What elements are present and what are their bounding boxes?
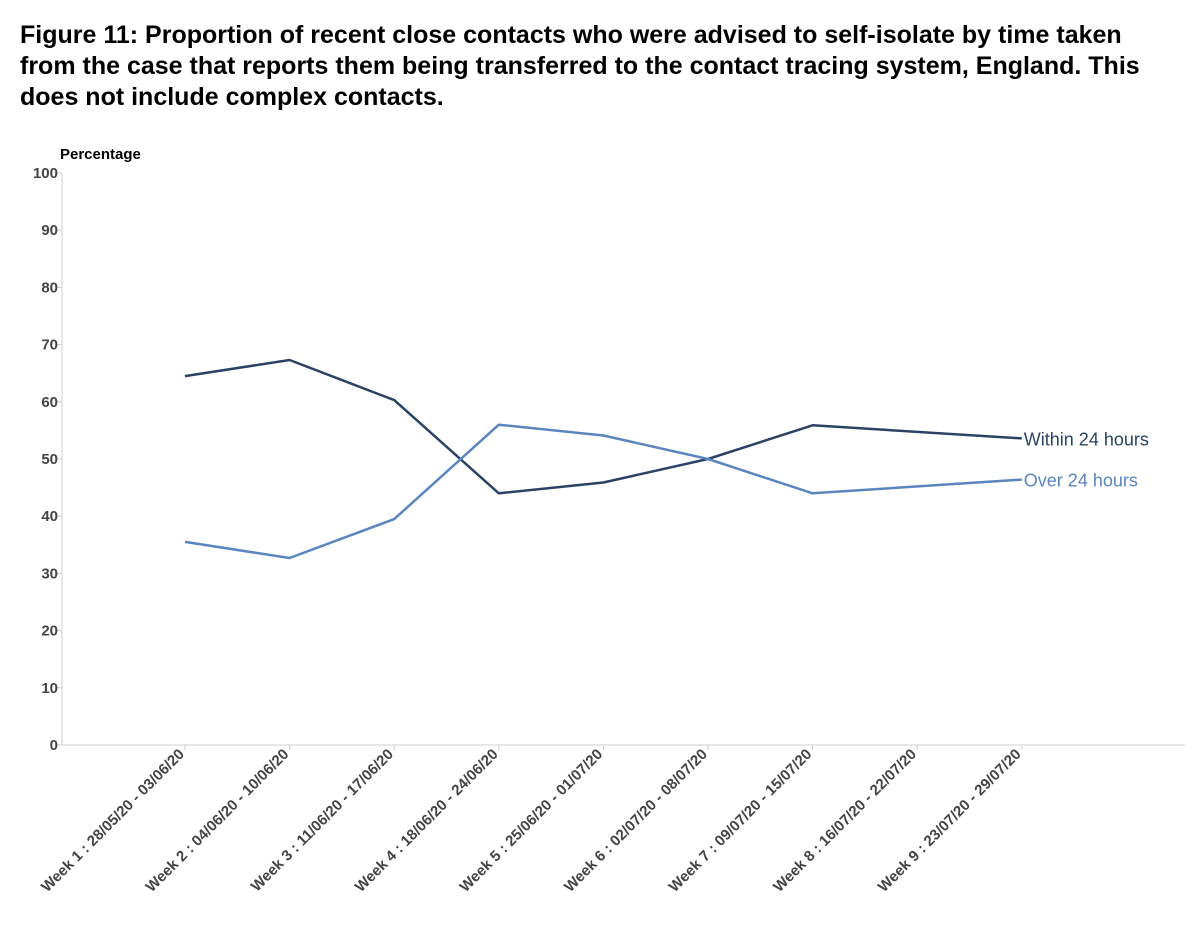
y-tick-label: 50 bbox=[41, 451, 58, 468]
y-tick-label: 30 bbox=[41, 565, 58, 582]
series-line-within-24-hours bbox=[184, 358, 1022, 495]
series-layer: Within 24 hours Over 24 hours bbox=[184, 358, 1149, 560]
y-axis: 0 10 20 30 40 50 60 70 80 90 100 bbox=[33, 165, 63, 754]
y-tick-label: 80 bbox=[41, 279, 58, 296]
y-tick-label: 100 bbox=[33, 165, 58, 182]
series-line-over-24-hours bbox=[184, 423, 1022, 560]
chart-title: Figure 11: Proportion of recent close co… bbox=[20, 21, 1140, 111]
series-label-over-24-hours: Over 24 hours bbox=[1024, 471, 1138, 491]
y-axis-title: Percentage bbox=[60, 146, 141, 163]
y-tick-label: 40 bbox=[41, 508, 58, 525]
y-tick-label: 90 bbox=[41, 222, 58, 239]
y-tick-label: 20 bbox=[41, 623, 58, 640]
series-label-within-24-hours: Within 24 hours bbox=[1024, 429, 1149, 449]
y-tick-label: 10 bbox=[41, 680, 58, 697]
y-tick-label: 0 bbox=[50, 737, 58, 754]
y-tick-label: 70 bbox=[41, 337, 58, 354]
y-tick-label: 60 bbox=[41, 394, 58, 411]
